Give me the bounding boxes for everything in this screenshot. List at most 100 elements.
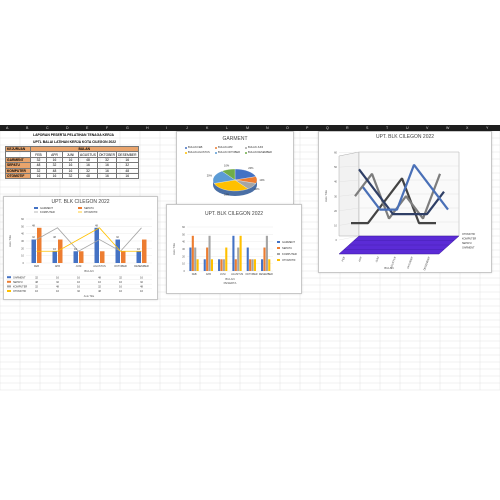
column-header[interactable]: O: [286, 125, 289, 130]
month-header[interactable]: OKTOBER: [96, 151, 118, 158]
column-header[interactable]: F: [106, 125, 109, 130]
month-header[interactable]: DESEMBER: [116, 151, 139, 158]
column-header[interactable]: Q: [326, 125, 329, 130]
x-tick-label: APR: [357, 256, 363, 262]
pie-legend-item: BULAN DESEMBER: [245, 151, 272, 154]
bar-chart-title: UPT. BLK CILEGON 2022: [204, 211, 264, 217]
table-value: 16: [77, 281, 80, 284]
bar-otomotif: [268, 259, 271, 271]
column-header[interactable]: X: [466, 125, 469, 130]
y-tick-label: 30: [182, 247, 185, 251]
bar-garment: [203, 259, 206, 271]
y-axis-title: Axis Title: [8, 235, 12, 247]
y-tick-label: 50: [334, 165, 337, 169]
column-header[interactable]: T: [386, 125, 389, 130]
column-header[interactable]: C: [46, 125, 49, 130]
3d-series-garment: [362, 164, 449, 211]
cell[interactable]: 48: [78, 172, 98, 180]
bar-chart: 0 10 20 30 40 50 60 Axis Title FEB APR JUNI AGUSTUS…: [172, 225, 297, 285]
y-tick-label: 20: [21, 246, 24, 250]
column-header[interactable]: G: [126, 125, 129, 130]
column-header[interactable]: S: [366, 125, 369, 130]
pie-chart-panel[interactable]: GARMENT BULAN FEB BULAN APR BULAN JUNI B…: [176, 131, 294, 207]
cell[interactable]: 16: [96, 172, 118, 180]
y-tick-label: 10: [21, 254, 24, 258]
bar-sepatu: [79, 251, 84, 263]
table-value: 16: [56, 290, 59, 293]
legend-swatch: [245, 151, 247, 154]
table-value: 32: [35, 276, 38, 279]
column-header[interactable]: W: [446, 125, 450, 130]
bar-sepatu: [220, 259, 223, 271]
x-tick-label: AGUSTUS: [389, 256, 397, 269]
legend-label: GARMENT: [282, 240, 295, 244]
bar-sepatu: [234, 259, 237, 271]
column-header[interactable]: I: [166, 125, 167, 130]
line-otomotif: [36, 227, 142, 252]
cell[interactable]: 16: [30, 172, 47, 180]
bar-chart-panel[interactable]: UPT. BLK CILEGON 2022 0 10 20 30 40 50 60 Axis …: [166, 204, 302, 294]
table-value: 32: [56, 281, 59, 284]
column-header[interactable]: L: [226, 125, 228, 130]
y-tick-label: 30: [21, 239, 24, 243]
legend-swatch: [277, 253, 280, 255]
x-axis-title: BULAN: [384, 266, 393, 270]
3d-chart-panel[interactable]: UPT. BLK CILEGON 2022 0 10 20 30 40 50 60 Axis …: [318, 131, 492, 273]
cell[interactable]: 16: [46, 172, 63, 180]
column-header[interactable]: R: [346, 125, 349, 130]
bar-komputer: [237, 247, 240, 271]
y-tick-label: 20: [334, 209, 337, 213]
table-swatch: [7, 280, 11, 283]
table-value: 48: [98, 276, 101, 279]
legend-swatch: [245, 146, 247, 149]
bar-garment: [94, 227, 99, 263]
table-value: 48: [140, 286, 143, 289]
column-header[interactable]: E: [86, 125, 89, 130]
pie-label: 10%: [254, 187, 260, 191]
column-header[interactable]: U: [406, 125, 409, 130]
column-header[interactable]: P: [306, 125, 309, 130]
column-header[interactable]: H: [146, 125, 149, 130]
column-header[interactable]: A: [6, 125, 9, 130]
x-tick-label: JUNI: [374, 256, 380, 263]
column-header[interactable]: V: [426, 125, 429, 130]
legend-label: SEPATU: [282, 246, 292, 250]
column-header[interactable]: J: [186, 125, 188, 130]
pie-legend-item: BULAN JUNI: [245, 146, 263, 149]
combo-chart-title: UPT. BLK CILEGON 2022: [51, 199, 110, 205]
data-label: 48: [95, 224, 98, 227]
column-header[interactable]: N: [266, 125, 269, 130]
table-value: 32: [119, 276, 122, 279]
bar-komputer: [265, 235, 268, 271]
column-header[interactable]: M: [246, 125, 249, 130]
table-value: 16: [98, 281, 101, 284]
legend-swatch: [185, 151, 187, 154]
bar-garment: [189, 247, 192, 271]
bar-garment: [52, 251, 57, 263]
pie-label: 10%: [259, 178, 265, 182]
column-header[interactable]: Y: [486, 125, 489, 130]
combo-chart-panel[interactable]: UPT. BLK CILEGON 2022 GARMENT SEPATU KOMPU…: [3, 196, 158, 300]
bar-otomotif: [210, 259, 213, 271]
x-tick-label: DESEMBER: [134, 264, 149, 268]
y-tick-label: 40: [21, 232, 24, 236]
wall-gridline: [338, 165, 360, 168]
column-header[interactable]: B: [26, 125, 29, 130]
y-tick-label: 0: [23, 261, 25, 265]
month-header[interactable]: AGUSTUS: [78, 151, 98, 158]
cell[interactable]: 32: [62, 172, 79, 180]
depth-label: GARMENT: [462, 247, 475, 250]
y-tick-label: 30: [334, 194, 337, 198]
legend-label: SEPATU: [84, 206, 94, 210]
column-header[interactable]: K: [206, 125, 209, 130]
x-tick-label: OKTOBER: [245, 273, 257, 276]
legend-swatch: [34, 207, 38, 209]
table-value: 16: [77, 276, 80, 279]
row-label[interactable]: OTOMOTIF: [5, 172, 31, 180]
legend-swatch: [277, 247, 280, 249]
table-value: 48: [35, 281, 38, 284]
column-header[interactable]: D: [66, 125, 69, 130]
cell[interactable]: 16: [116, 172, 139, 180]
table-value: 16: [56, 276, 59, 279]
